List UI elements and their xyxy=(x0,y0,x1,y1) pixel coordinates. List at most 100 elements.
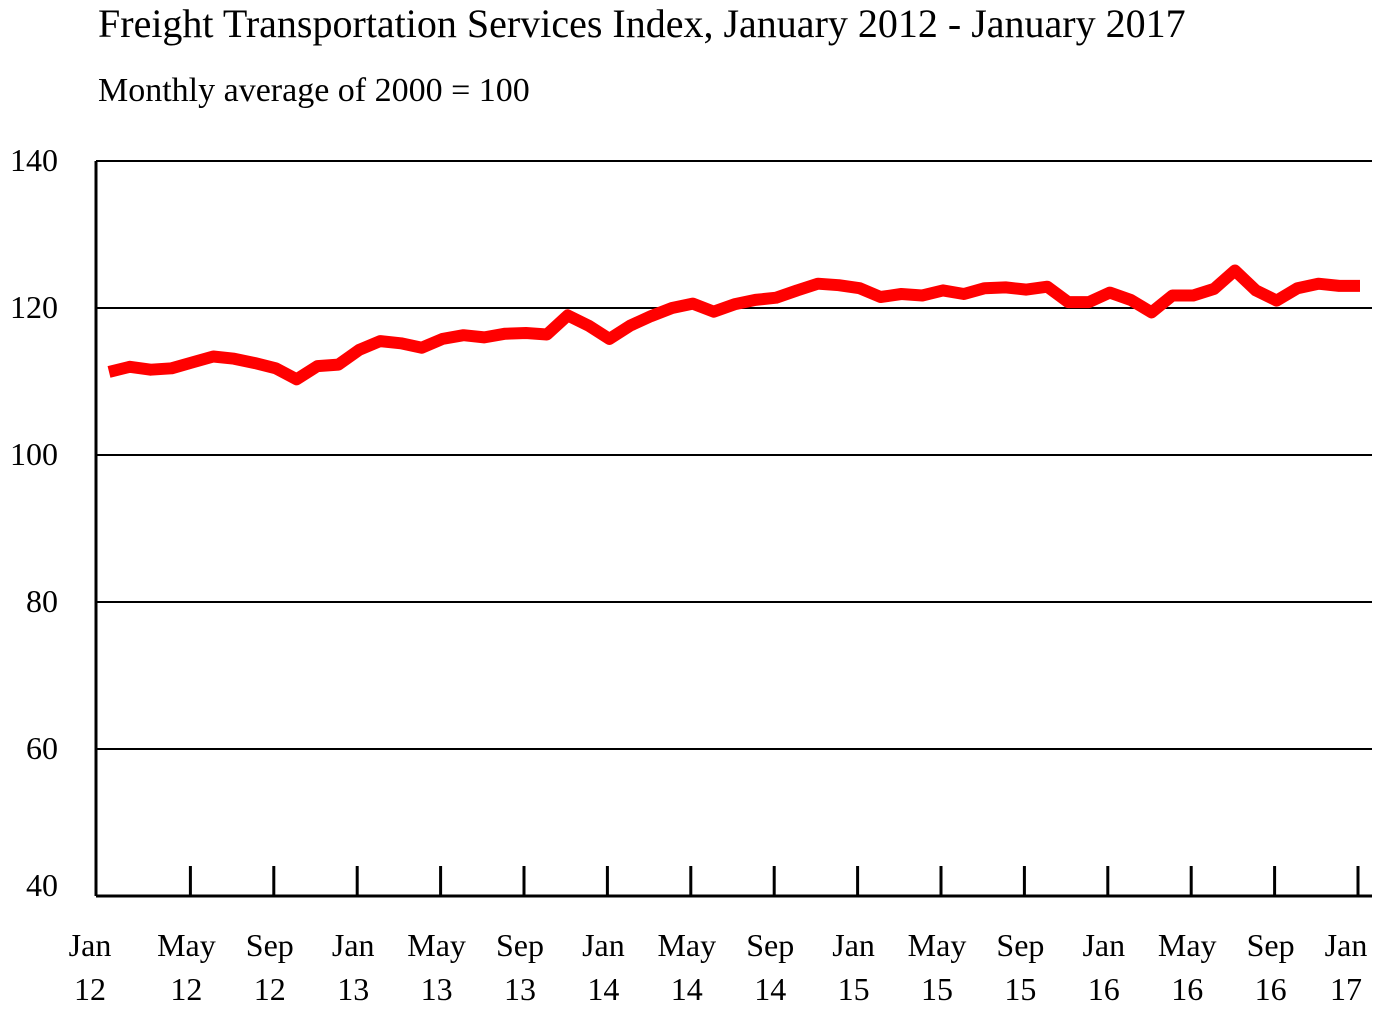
data-point xyxy=(1360,285,1361,286)
data-point xyxy=(505,333,506,334)
data-point xyxy=(1047,286,1048,287)
x-tick-label-month-11: Sep xyxy=(996,927,1044,963)
x-tick-label-year-12: 16 xyxy=(1088,971,1120,1007)
x-tick-label-year-3: 13 xyxy=(337,971,369,1007)
data-point xyxy=(567,315,568,316)
x-tick-label-month-14: Sep xyxy=(1247,927,1295,963)
x-tick-label-month-3: Jan xyxy=(332,927,375,963)
data-point xyxy=(421,347,422,348)
data-point xyxy=(1109,292,1110,293)
x-tick-label-month-8: Sep xyxy=(746,927,794,963)
data-point xyxy=(630,325,631,326)
data-point xyxy=(400,343,401,344)
data-point xyxy=(901,294,902,295)
data-point xyxy=(713,311,714,312)
data-point xyxy=(484,337,485,338)
x-tick-label-year-10: 15 xyxy=(921,971,953,1007)
data-point xyxy=(546,334,547,335)
data-point xyxy=(984,288,985,289)
data-point xyxy=(359,349,360,350)
data-point xyxy=(254,363,255,364)
series-line-0 xyxy=(107,264,1360,386)
x-tick-label-month-2: Sep xyxy=(246,927,294,963)
data-point xyxy=(671,308,672,309)
x-tick-label-year-13: 16 xyxy=(1171,971,1203,1007)
x-tick-label-year-11: 15 xyxy=(1004,971,1036,1007)
data-point xyxy=(234,358,235,359)
data-point xyxy=(171,368,172,369)
x-tick-label-year-0: 12 xyxy=(74,971,106,1007)
data-point xyxy=(1255,290,1256,291)
x-tick-label-month-15: Jan xyxy=(1325,927,1368,963)
x-tick-label-year-4: 13 xyxy=(421,971,453,1007)
y-tick-label-40: 40 xyxy=(26,867,58,903)
x-tick-label-month-5: Sep xyxy=(496,927,544,963)
data-point xyxy=(838,285,839,286)
y-tick-label-120: 120 xyxy=(10,289,58,325)
data-point xyxy=(734,304,735,305)
data-point xyxy=(338,364,339,365)
data-point xyxy=(526,332,527,333)
data-point xyxy=(755,299,756,300)
data-point xyxy=(296,379,297,380)
y-tick-label-60: 60 xyxy=(26,730,58,766)
data-point xyxy=(880,296,881,297)
data-point xyxy=(1318,283,1319,284)
x-tick-label-year-9: 15 xyxy=(838,971,870,1007)
data-point xyxy=(922,295,923,296)
data-point xyxy=(1193,295,1194,296)
data-point xyxy=(963,294,964,295)
data-point xyxy=(1214,288,1215,289)
x-tick-label-month-10: May xyxy=(908,927,967,963)
data-point xyxy=(776,297,777,298)
data-point xyxy=(609,338,610,339)
x-tick-label-month-6: Jan xyxy=(582,927,625,963)
data-point xyxy=(943,290,944,291)
data-point xyxy=(588,325,589,326)
data-point xyxy=(192,362,193,363)
data-point xyxy=(692,303,693,304)
data-point xyxy=(1088,302,1089,303)
x-tick-label-month-0: Jan xyxy=(69,927,112,963)
data-point xyxy=(109,371,110,372)
data-point xyxy=(463,335,464,336)
x-tick-label-year-14: 16 xyxy=(1255,971,1287,1007)
data-point xyxy=(1172,295,1173,296)
x-tick-label-year-2: 12 xyxy=(254,971,286,1007)
y-tick-label-80: 80 xyxy=(26,583,58,619)
x-tick-label-month-4: May xyxy=(407,927,466,963)
data-point xyxy=(1005,287,1006,288)
data-point xyxy=(651,316,652,317)
data-point xyxy=(1151,312,1152,313)
data-point xyxy=(1234,270,1235,271)
y-tick-label-100: 100 xyxy=(10,436,58,472)
data-point xyxy=(859,288,860,289)
x-tick-label-year-6: 14 xyxy=(587,971,619,1007)
data-point xyxy=(1026,289,1027,290)
x-tick-label-year-1: 12 xyxy=(170,971,202,1007)
x-tick-label-month-13: May xyxy=(1158,927,1217,963)
chart-title: Freight Transportation Services Index, J… xyxy=(98,1,1186,46)
data-point xyxy=(275,368,276,369)
data-point xyxy=(442,338,443,339)
x-tick-label-month-1: May xyxy=(157,927,216,963)
y-tick-label-140: 140 xyxy=(10,142,58,178)
data-point xyxy=(1276,300,1277,301)
x-tick-label-month-12: Jan xyxy=(1082,927,1125,963)
x-tick-label-year-5: 13 xyxy=(504,971,536,1007)
data-point xyxy=(1297,288,1298,289)
x-tick-label-year-8: 14 xyxy=(754,971,786,1007)
data-point xyxy=(380,341,381,342)
x-tick-label-month-7: May xyxy=(657,927,716,963)
data-point xyxy=(1130,299,1131,300)
data-point xyxy=(213,356,214,357)
data-point xyxy=(817,283,818,284)
x-tick-label-year-7: 14 xyxy=(671,971,703,1007)
data-point xyxy=(317,366,318,367)
data-point xyxy=(1068,302,1069,303)
data-point xyxy=(797,290,798,291)
data-point xyxy=(150,369,151,370)
data-point xyxy=(129,366,130,367)
data-point xyxy=(1339,285,1340,286)
